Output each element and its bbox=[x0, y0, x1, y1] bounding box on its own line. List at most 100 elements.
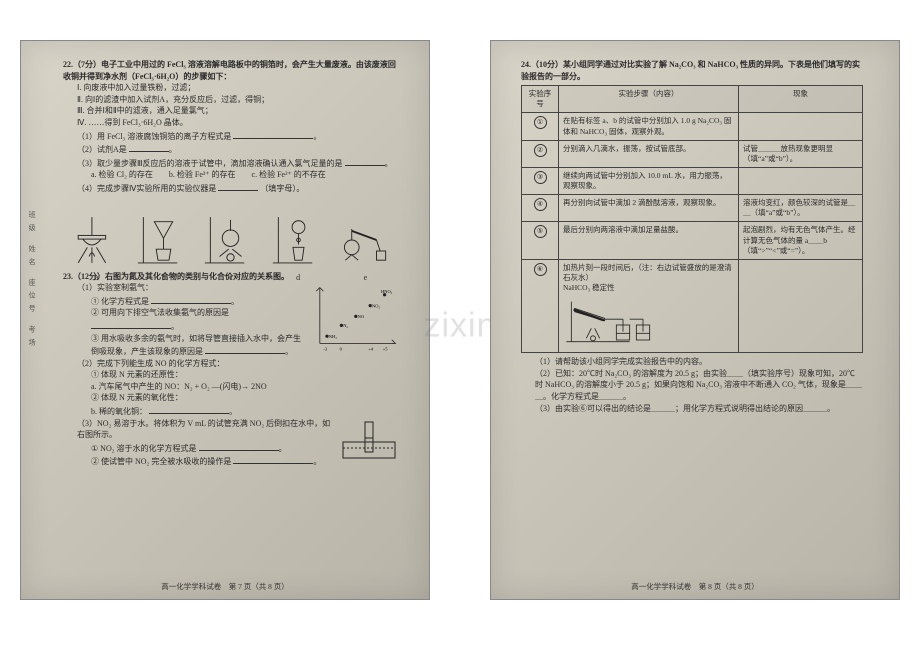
q22-step-3: Ⅲ. 合并Ⅰ和Ⅱ中的滤液，通入足量氯气； bbox=[77, 105, 399, 117]
th-num: 实验序号 bbox=[522, 86, 559, 113]
apparatus-c-label: c bbox=[203, 272, 258, 284]
evaporating-dish-icon bbox=[69, 211, 124, 269]
svg-text:0: 0 bbox=[340, 347, 343, 352]
q23-s3-1-label: ① NO₂ 溶于水的化学方程式是 bbox=[91, 444, 197, 453]
table-row: ⑥ 加热片刻一段时间后，（注：右边试管盛放的是澄清石灰水） NaHCO₃ 稳定性 bbox=[522, 259, 863, 352]
q22-p3-opts: a. 检验 Cl₂ 的存在 b. 检验 Fe³⁺ 的存在 c. 检验 Fe²⁺ … bbox=[91, 169, 399, 181]
apparatus-a-label: a bbox=[69, 272, 124, 284]
row-phen: 试管＿＿＿放热现象更明显（填“a”或“b”）。 bbox=[739, 140, 863, 167]
row-num: ④ bbox=[534, 198, 547, 211]
q24-head: 24.（10分）某小组同学通过对比实验了解 Na₂CO₃ 和 NaHCO₃ 性质… bbox=[521, 59, 863, 82]
q23-s2b-text: b. 稀的氧化铜： bbox=[91, 407, 147, 416]
row-phen: 起泡剧烈，均有无色气体产生。经计算无色气体的量 a＿＿b（填“>”“<”或“=”… bbox=[739, 222, 863, 259]
q23-s2a-label: ① 体现 N 元素的还原性： bbox=[91, 369, 399, 381]
table-row: 实验序号 实验步骤（内容） 现象 bbox=[522, 86, 863, 113]
row-num: ⑤ bbox=[534, 225, 547, 238]
blank bbox=[129, 142, 169, 152]
table-row: ⑤ 最后分别向两溶液中滴加足量盐酸。 起泡剧烈，均有无色气体产生。经计算无色气体… bbox=[522, 222, 863, 259]
blank bbox=[205, 344, 285, 354]
q22-head: 22.（7分）电子工业中用过的 FeCl₃ 溶液溶解电路板中的铜箔时，会产生大量… bbox=[63, 59, 399, 82]
q24-p2: （2）已知：20℃时 Na₂CO₃ 的溶解度为 20.5 g；由实验＿＿（填实验… bbox=[535, 368, 863, 403]
q22-p2-label: （2）试剂A是 bbox=[77, 145, 127, 154]
funnel-stand-icon bbox=[136, 211, 191, 269]
row-step: 继续向两试管中分别加入 10.0 mL 水，用力振荡，观察现象。 bbox=[559, 167, 739, 194]
apparatus-e: e bbox=[338, 211, 393, 269]
svg-text:NO₂: NO₂ bbox=[372, 304, 380, 309]
apparatus-a: a bbox=[69, 211, 124, 269]
svg-text:-3: -3 bbox=[323, 347, 327, 352]
q22-p3: （3）取少量步骤Ⅲ反应后的溶液于试管中，滴加溶液确认通入氯气足量的是 。 bbox=[77, 156, 399, 170]
q22-p4-label: （4）完成步骤Ⅳ实验所用的实验仪器是 bbox=[77, 184, 216, 193]
q23-s1-1-label: ① 化学方程式是 bbox=[91, 297, 149, 306]
apparatus-d-label: d bbox=[271, 272, 326, 284]
valence-chart: NH₃ N₂ NO NO₂ HNO₃ -3 0 +4 +5 bbox=[309, 284, 399, 352]
inverted-tube-icon bbox=[339, 418, 399, 462]
row-step: 分别滴入几滴水，振荡，按试管底部。 bbox=[559, 140, 739, 167]
row-num: ② bbox=[534, 144, 547, 157]
apparatus-d: d bbox=[271, 211, 326, 269]
row-step: 最后分别向两溶液中滴加足量盐酸。 bbox=[559, 222, 739, 259]
row-step: 再分别向试管中滴加 2 滴酚酞溶液，观察现象。 bbox=[559, 195, 739, 222]
svg-text:NH₃: NH₃ bbox=[329, 334, 337, 339]
q23-s2: （2）完成下列能生成 NO 的化学方程式： bbox=[77, 358, 399, 370]
apparatus-row: a b c bbox=[63, 199, 399, 269]
q22-step-1: Ⅰ. 向废液中加入过量铁粉，过滤； bbox=[77, 82, 399, 94]
distillation-icon bbox=[338, 211, 393, 269]
blank bbox=[199, 441, 279, 451]
scatter-chart-icon: NH₃ N₂ NO NO₂ HNO₃ -3 0 +4 +5 bbox=[309, 284, 399, 352]
svg-text:HNO₃: HNO₃ bbox=[381, 289, 393, 294]
q23-s2a: a. 汽车尾气中产生的 NO：N₂ + O₂ —(闪电)→ 2NO bbox=[91, 381, 399, 393]
row-step: 在贴有标签 a、b 的试管中分别加入 1.0 g Na₂CO₃ 固体和 NaHC… bbox=[559, 113, 739, 140]
q23-s2b: b. 稀的氧化铜： 。 bbox=[91, 404, 399, 418]
q22-step-4: Ⅳ. ……得到 FeCl₃·6H₂O 晶体。 bbox=[77, 117, 399, 129]
q22-p2: （2）试剂A是 。 bbox=[77, 142, 399, 156]
flask-heat-icon bbox=[203, 211, 258, 269]
q22-p3-pre: （3）取少量步骤Ⅲ反应后的溶液于试管中，滴加溶液确认通入氯气足量的是 bbox=[77, 159, 343, 168]
blank bbox=[233, 129, 313, 139]
svg-text:NO: NO bbox=[358, 314, 365, 319]
experiment-table: 实验序号 实验步骤（内容） 现象 ① 在贴有标签 a、b 的试管中分别加入 1.… bbox=[521, 85, 863, 353]
row-num: ⑥ bbox=[534, 263, 547, 276]
exam-page-left: 班级 姓名 座位号 考场 22.（7分）电子工业中用过的 FeCl₃ 溶液溶解电… bbox=[20, 40, 430, 600]
margin-labels: 班级 姓名 座位号 考场 bbox=[27, 211, 37, 351]
page-footer-left: 高一化学学科试卷 第 7 页（共 8 页） bbox=[21, 582, 429, 593]
blank bbox=[91, 319, 171, 329]
blank bbox=[345, 156, 385, 166]
q22-p1: （1）用 FeCl₃ 溶液腐蚀铜箔的离子方程式是 。 bbox=[77, 129, 399, 143]
svg-text:+4: +4 bbox=[368, 347, 374, 352]
watermark: zixin bbox=[423, 306, 496, 345]
q23-s1-2-label: ② 可用向下排空气法收集氨气的原因是 bbox=[91, 308, 229, 317]
apparatus-c: c bbox=[203, 211, 258, 269]
apparatus-b-label: b bbox=[136, 272, 191, 284]
row6-label: NaHCO₃ 稳定性 bbox=[563, 283, 734, 293]
sep-funnel-icon bbox=[271, 211, 326, 269]
svg-text:N₂: N₂ bbox=[343, 323, 348, 328]
exam-page-right: 24.（10分）某小组同学通过对比实验了解 Na₂CO₃ 和 NaHCO₃ 性质… bbox=[490, 40, 900, 600]
q24-p3: （3）由实验⑥可以得出的结论是＿＿＿；用化学方程式说明得出结论的原因＿＿＿。 bbox=[535, 403, 863, 415]
table-row: ③ 继续向两试管中分别加入 10.0 mL 水，用力振荡，观察现象。 bbox=[522, 167, 863, 194]
row-num: ③ bbox=[534, 171, 547, 184]
q22-p4: （4）完成步骤Ⅳ实验所用的实验仪器是 （填字母）。 bbox=[77, 181, 399, 195]
row-step: 加热片刻一段时间后，（注：右边试管盛放的是澄清石灰水） NaHCO₃ 稳定性 bbox=[559, 259, 739, 352]
q24-p1: （1）请帮助该小组同学完成实验报告中的内容。 bbox=[535, 356, 863, 368]
table-row: ④ 再分别向试管中滴加 2 滴酚酞溶液，观察现象。 溶液均变红，颜色较深的试管是… bbox=[522, 195, 863, 222]
tube-in-water bbox=[339, 418, 399, 460]
table-row: ② 分别滴入几滴水，振荡，按试管底部。 试管＿＿＿放热现象更明显（填“a”或“b… bbox=[522, 140, 863, 167]
heating-apparatus bbox=[563, 295, 663, 347]
row6-pre: 加热片刻一段时间后，（注：右边试管盛放的是澄清石灰水） bbox=[563, 263, 734, 283]
svg-text:+5: +5 bbox=[383, 347, 389, 352]
q22-step-2: Ⅱ. 向Ⅰ的滤渣中加入试剂A，充分反应后，过滤，得铜； bbox=[77, 94, 399, 106]
row-phen: 溶液均变红，颜色较深的试管是＿＿（填“a”或“b”）。 bbox=[739, 195, 863, 222]
th-step: 实验步骤（内容） bbox=[559, 86, 739, 113]
apparatus-b: b bbox=[136, 211, 191, 269]
q22-p1-label: （1）用 FeCl₃ 溶液腐蚀铜箔的离子方程式是 bbox=[77, 132, 231, 141]
blank bbox=[151, 294, 231, 304]
table-row: ① 在贴有标签 a、b 的试管中分别加入 1.0 g Na₂CO₃ 固体和 Na… bbox=[522, 113, 863, 140]
q22-p4-hint: （填字母）。 bbox=[260, 184, 304, 193]
th-phen: 现象 bbox=[739, 86, 863, 113]
row-num: ① bbox=[534, 116, 547, 129]
blank bbox=[149, 404, 229, 414]
q23-s3-2-label: ② 使试管中 NO₂ 完全被水吸收的操作是 bbox=[91, 457, 231, 466]
page-footer-right: 高一化学学科试卷 第 8 页（共 8 页） bbox=[491, 582, 899, 593]
apparatus-e-label: e bbox=[338, 272, 393, 284]
